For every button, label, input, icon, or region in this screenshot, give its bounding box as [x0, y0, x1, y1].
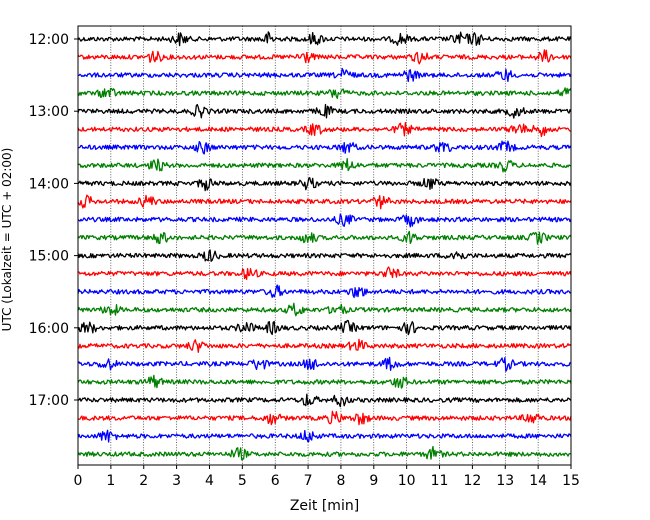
- seismogram-trace-1315: [77, 121, 571, 138]
- seismogram-trace-1715: [78, 410, 572, 426]
- seismogram-trace-1430: [77, 213, 572, 228]
- x-tick-label: 3: [172, 473, 181, 489]
- seismogram-trace-1745: [77, 445, 572, 461]
- seismogram-trace-1645: [77, 374, 572, 389]
- plot-frame: [77, 25, 572, 466]
- seismogram-trace-1300: [77, 103, 572, 119]
- y-tick-label: 12:00: [29, 32, 69, 48]
- seismogram-trace-1545: [77, 302, 572, 317]
- seismogram-trace-1345: [77, 157, 572, 173]
- seismogram-trace-1615: [77, 338, 572, 353]
- x-tick-label: 1: [106, 473, 115, 489]
- seismogram-trace-1415: [77, 194, 572, 210]
- seismogram-trace-1530: [77, 284, 572, 299]
- x-tick-label: 14: [529, 473, 547, 489]
- y-axis-ticks: 12:00 13:00 14:00 15:00 16:00 17:00: [29, 32, 78, 409]
- seismogram-trace-1600: [77, 319, 572, 336]
- x-tick-label: 13: [496, 473, 514, 489]
- x-tick-label: 6: [271, 473, 280, 489]
- x-tick-label: 5: [238, 473, 247, 489]
- x-tick-label: 8: [336, 473, 345, 489]
- seismogram-trace-1445: [77, 230, 572, 245]
- x-tick-label: 9: [369, 473, 378, 489]
- y-tick-label: 15:00: [29, 249, 69, 265]
- x-tick-label: 4: [205, 473, 214, 489]
- seismogram-trace-1230: [77, 67, 572, 83]
- y-tick-label: 16:00: [29, 321, 69, 337]
- x-axis-ticks: 0 1 2 3 4 5 6 7 8 9 10 11 12 13 14 15: [74, 465, 580, 489]
- seismogram-trace-1630: [77, 356, 572, 372]
- y-axis-label: UTC (Lokalzeit = UTC + 02:00): [0, 148, 14, 332]
- seismogram-trace-1700: [77, 393, 572, 408]
- x-tick-label: 2: [139, 473, 148, 489]
- grid-lines: [110, 26, 539, 465]
- x-tick-label: 15: [562, 473, 580, 489]
- y-tick-label: 13:00: [29, 104, 69, 120]
- x-tick-label: 12: [463, 473, 481, 489]
- seismogram-trace-1730: [77, 429, 572, 443]
- seismogram-trace-1400: [77, 177, 572, 192]
- seismogram-trace-1515: [77, 266, 572, 281]
- x-tick-label: 7: [304, 473, 313, 489]
- x-tick-label: 10: [398, 473, 416, 489]
- y-tick-label: 17:00: [29, 393, 69, 409]
- y-tick-label: 14:00: [29, 176, 69, 192]
- seismogram-trace-1200: [77, 31, 572, 47]
- x-tick-label: 11: [431, 473, 449, 489]
- seismogram-trace-1245: [77, 87, 572, 99]
- x-axis-label: Zeit [min]: [290, 498, 359, 514]
- seismogram-trace-1330: [77, 140, 572, 155]
- x-tick-label: 0: [74, 473, 83, 489]
- trace-lines: [77, 31, 572, 461]
- seismogram-trace-1215: [77, 49, 572, 65]
- seismogram-trace-1500: [77, 249, 572, 262]
